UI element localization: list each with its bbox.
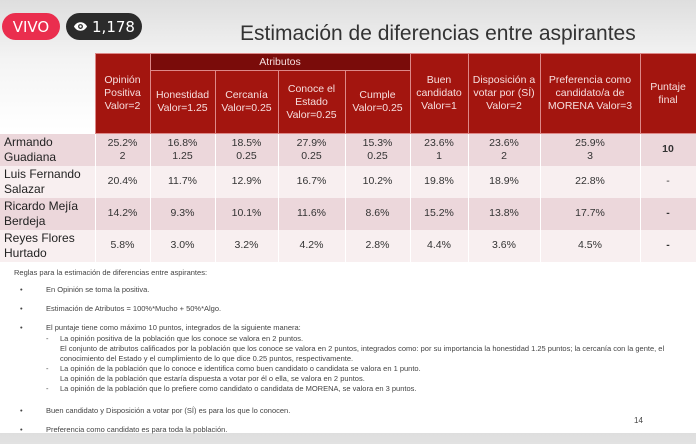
- eye-icon: [73, 22, 88, 31]
- final-score-cell: -: [640, 197, 696, 230]
- value-cell: 3.2%: [215, 229, 279, 262]
- candidate-name: Reyes Flores Hurtado: [0, 229, 96, 262]
- table-row: Armando Guadiana 25.2% 2 16.8% 1.25 18.5% 0…: [0, 133, 696, 166]
- value-cell: 25.2% 2: [95, 133, 151, 166]
- col-header: Puntaje final: [639, 53, 696, 134]
- view-count: 1,178: [92, 17, 135, 36]
- table-row: Reyes Flores Hurtado 5.8% 3.0% 3.2% 4.2% 2.8%…: [0, 229, 696, 262]
- final-score-cell: -: [640, 229, 696, 262]
- note-item: El puntaje tiene como máximo 10 puntos, …: [14, 323, 688, 332]
- value-cell: 22.8%: [540, 165, 641, 198]
- value-cell: 18.9%: [468, 165, 541, 198]
- value-cell: 4.5%: [540, 229, 641, 262]
- col-header: Preferencia como candidato/a de MORENA V…: [539, 53, 641, 134]
- final-score-cell: 10: [640, 133, 696, 166]
- col-header: Honestidad Valor=1.25: [149, 70, 216, 134]
- note-item: Estimación de Atributos = 100%*Mucho + 5…: [14, 304, 688, 313]
- final-score-cell: -: [640, 165, 696, 198]
- value-cell: 15.2%: [410, 197, 469, 230]
- value-cell: 15.3% 0.25: [345, 133, 411, 166]
- value-cell: 27.9% 0.25: [278, 133, 346, 166]
- table-row: Ricardo Mejía Berdeja 14.2% 9.3% 10.1% 11.6%…: [0, 197, 696, 230]
- value-cell: 20.4%: [95, 165, 151, 198]
- col-header: Disposición a votar por (SÍ) Valor=2: [467, 53, 541, 134]
- view-count-badge: 1,178: [66, 13, 142, 40]
- corner-cell: [0, 54, 95, 134]
- notes-heading: Reglas para la estimación de diferencias…: [14, 268, 208, 277]
- page-number: 14: [634, 416, 643, 425]
- value-cell: 12.9%: [215, 165, 279, 198]
- value-cell: 18.5% 0.25: [215, 133, 279, 166]
- value-cell: 17.7%: [540, 197, 641, 230]
- col-header: Opinión Positiva Valor=2: [94, 53, 151, 134]
- value-cell: 3.0%: [150, 229, 216, 262]
- value-cell: 13.8%: [468, 197, 541, 230]
- col-header: Cumple Valor=0.25: [344, 70, 411, 134]
- note-subitem: La opinión de la población que lo prefie…: [14, 384, 688, 394]
- value-cell: 16.8% 1.25: [150, 133, 216, 166]
- note-item: Preferencia como candidato es para toda …: [14, 425, 688, 434]
- live-badge: VIVO: [2, 13, 60, 40]
- value-cell: 10.1%: [215, 197, 279, 230]
- col-header: Cercanía Valor=0.25: [214, 70, 279, 134]
- value-cell: 11.6%: [278, 197, 346, 230]
- note-subitem: La opinión positiva de la población que …: [14, 334, 688, 344]
- note-subitem: La opinión de la población que lo conoce…: [14, 364, 688, 374]
- candidate-name: Ricardo Mejía Berdeja: [0, 197, 96, 230]
- value-cell: 19.8%: [410, 165, 469, 198]
- table-row: Luis Fernando Salazar 20.4% 11.7% 12.9% 16.7…: [0, 165, 696, 198]
- value-cell: 2.8%: [345, 229, 411, 262]
- value-cell: 25.9% 3: [540, 133, 641, 166]
- value-cell: 4.2%: [278, 229, 346, 262]
- value-cell: 14.2%: [95, 197, 151, 230]
- value-cell: 11.7%: [150, 165, 216, 198]
- value-cell: 8.6%: [345, 197, 411, 230]
- comparison-table: Opinión Positiva Valor=2 Atributos Buen …: [0, 53, 696, 262]
- value-cell: 16.7%: [278, 165, 346, 198]
- col-header: Buen candidato Valor=1: [409, 53, 469, 134]
- value-cell: 4.4%: [410, 229, 469, 262]
- value-cell: 3.6%: [468, 229, 541, 262]
- note-item: Buen candidato y Disposición a votar por…: [14, 406, 688, 415]
- rules-notes: Reglas para la estimación de diferencias…: [14, 268, 688, 444]
- note-subitem: El conjunto de atributos calificados por…: [60, 344, 665, 363]
- attributes-group-header: Atributos: [149, 53, 411, 71]
- col-header: Conoce el Estado Valor=0.25: [277, 70, 346, 134]
- value-cell: 23.6% 2: [468, 133, 541, 166]
- candidate-name: Luis Fernando Salazar: [0, 165, 96, 198]
- value-cell: 9.3%: [150, 197, 216, 230]
- slide-title: Estimación de diferencias entre aspirant…: [240, 22, 636, 45]
- value-cell: 23.6% 1: [410, 133, 469, 166]
- note-subitem: La opinión de la población que estaría d…: [60, 374, 365, 383]
- candidate-name: Armando Guadiana: [0, 133, 96, 166]
- value-cell: 10.2%: [345, 165, 411, 198]
- note-item: En Opinión se toma la positiva.: [14, 285, 688, 294]
- value-cell: 5.8%: [95, 229, 151, 262]
